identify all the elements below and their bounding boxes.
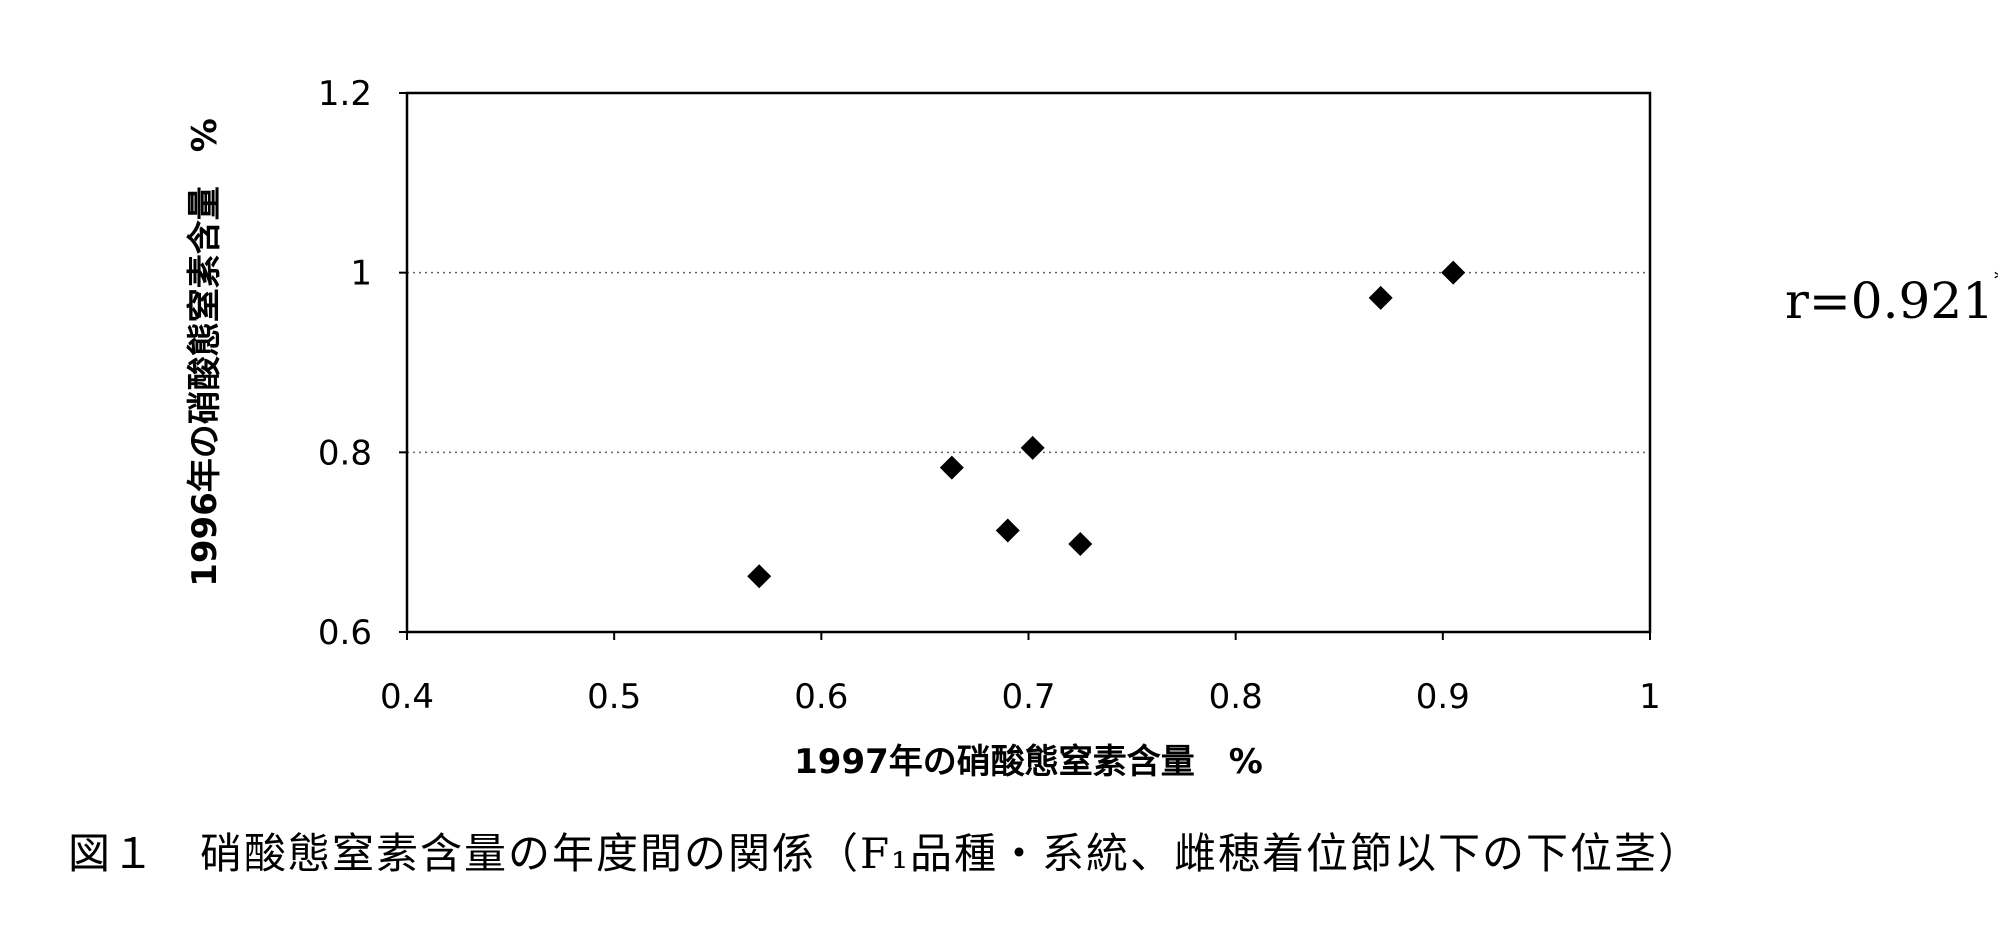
figure-caption: 図１ 硝酸態窒素含量の年度間の関係（F₁品種・系統、雌穂着位節以下の下位茎） [68,829,1702,878]
data-point-1 [939,455,964,480]
significance-marker: ** [1994,268,1998,293]
data-point-4 [1068,531,1093,556]
y-tick-label-2: 1 [350,254,372,294]
data-point-5 [1368,285,1393,310]
x-tick-label-0: 0.4 [380,677,434,717]
x-tick-label-6: 1 [1639,677,1661,717]
grid-lines [407,271,1650,454]
plot-area-frame [405,91,1652,634]
correlation-value: r=0.921 [1785,272,1994,330]
x-tick-label-5: 0.9 [1416,677,1470,717]
y-tick-label-1: 0.8 [318,433,372,473]
x-tick-label-4: 0.8 [1209,677,1263,717]
y-axis-title: 1996年の硝酸態窒素含量 % [185,118,225,587]
y-tick-label-3: 1.2 [318,74,372,114]
data-points [747,260,1466,589]
data-point-3 [1020,435,1045,460]
x-tick-label-2: 0.6 [794,677,848,717]
data-point-2 [995,518,1020,543]
correlation-annotation: r=0.921** [1785,268,1998,330]
data-point-0 [747,564,772,589]
x-axis-title: 1997年の硝酸態窒素含量 % [794,742,1263,782]
y-tick-label-0: 0.6 [318,613,372,653]
data-point-6 [1441,260,1466,285]
axis-ticks: 0.4 0.5 0.6 0.7 0.8 0.9 1 0.6 0.8 1 1.2 [318,74,1661,717]
x-tick-label-3: 0.7 [1001,677,1055,717]
x-tick-label-1: 0.5 [587,677,641,717]
